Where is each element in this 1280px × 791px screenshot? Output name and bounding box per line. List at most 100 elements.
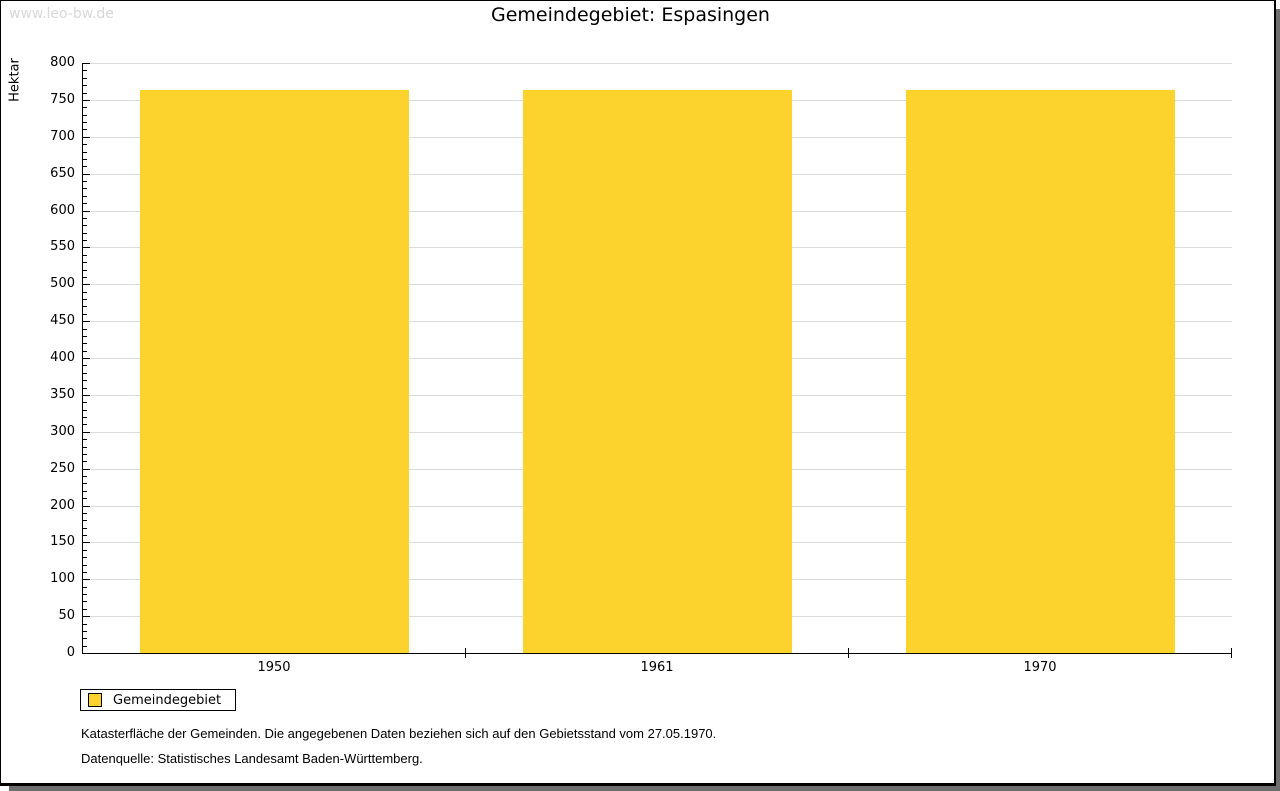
y-axis-major-tick <box>83 358 90 359</box>
y-tick-label: 750 <box>50 92 75 107</box>
y-axis-major-tick <box>83 542 90 543</box>
y-axis-minor-tick <box>83 454 87 455</box>
y-tick-label: 100 <box>50 571 75 586</box>
y-axis-minor-tick <box>83 601 87 602</box>
y-axis-minor-tick <box>83 343 87 344</box>
y-axis-minor-tick <box>83 520 87 521</box>
y-axis-major-tick <box>83 211 90 212</box>
x-tick-label: 1950 <box>257 660 291 675</box>
y-axis-minor-tick <box>83 535 87 536</box>
y-axis-minor-tick <box>83 572 87 573</box>
y-axis-minor-tick <box>83 424 87 425</box>
drop-shadow-bottom <box>9 786 1276 791</box>
y-axis-minor-tick <box>83 277 87 278</box>
x-axis-tick <box>465 648 466 658</box>
y-axis-minor-tick <box>83 638 87 639</box>
y-axis-minor-tick <box>83 129 87 130</box>
y-axis-minor-tick <box>83 439 87 440</box>
y-axis-minor-tick <box>83 166 87 167</box>
y-axis-minor-tick <box>83 513 87 514</box>
y-axis-major-tick <box>83 395 90 396</box>
y-axis-minor-tick <box>83 550 87 551</box>
y-axis-major-tick <box>83 174 90 175</box>
y-tick-label: 650 <box>50 166 75 181</box>
y-axis-minor-tick <box>83 292 87 293</box>
y-axis-minor-tick <box>83 159 87 160</box>
y-axis-minor-tick <box>83 107 87 108</box>
y-axis-minor-tick <box>83 181 87 182</box>
y-axis-minor-tick <box>83 314 87 315</box>
y-axis-minor-tick <box>83 631 87 632</box>
y-axis-minor-tick <box>83 594 87 595</box>
y-axis-minor-tick <box>83 557 87 558</box>
y-axis-minor-tick <box>83 461 87 462</box>
y-tick-label: 400 <box>50 350 75 365</box>
y-axis-minor-tick <box>83 78 87 79</box>
footnote-data-source: Datenquelle: Statistisches Landesamt Bad… <box>81 751 423 766</box>
y-axis-major-tick <box>83 469 90 470</box>
y-tick-label: 500 <box>50 276 75 291</box>
bar-1950 <box>140 90 409 653</box>
y-tick-label: 800 <box>50 55 75 70</box>
y-axis-minor-tick <box>83 93 87 94</box>
y-axis-minor-tick <box>83 306 87 307</box>
y-axis-minor-tick <box>83 417 87 418</box>
y-axis-minor-tick <box>83 203 87 204</box>
y-tick-label: 150 <box>50 534 75 549</box>
y-axis-minor-tick <box>83 115 87 116</box>
gridline-800 <box>83 63 1232 64</box>
bar-1961 <box>523 90 792 653</box>
y-tick-label: 550 <box>50 239 75 254</box>
y-axis-minor-tick <box>83 587 87 588</box>
y-tick-label: 700 <box>50 129 75 144</box>
y-axis-minor-tick <box>83 498 87 499</box>
y-axis-minor-tick <box>83 609 87 610</box>
y-axis-minor-tick <box>83 410 87 411</box>
y-axis-minor-tick <box>83 336 87 337</box>
y-tick-label: 0 <box>66 645 75 660</box>
y-axis-minor-tick <box>83 240 87 241</box>
legend-label: Gemeindegebiet <box>113 692 222 708</box>
y-axis-minor-tick <box>83 262 87 263</box>
y-axis-minor-tick <box>83 402 87 403</box>
y-axis-major-tick <box>83 137 90 138</box>
plot-area <box>82 63 1232 658</box>
y-axis-minor-tick <box>83 476 87 477</box>
y-axis-major-tick <box>83 506 90 507</box>
y-axis-minor-tick <box>83 447 87 448</box>
x-tick-label: 1970 <box>1023 660 1057 675</box>
y-axis-minor-tick <box>83 188 87 189</box>
y-axis-minor-tick <box>83 624 87 625</box>
y-axis-minor-tick <box>83 528 87 529</box>
y-axis-major-tick <box>83 100 90 101</box>
y-tick-label: 300 <box>50 424 75 439</box>
y-axis-major-tick <box>83 63 90 64</box>
y-axis-minor-tick <box>83 329 87 330</box>
y-axis-minor-tick <box>83 646 87 647</box>
y-axis-minor-tick <box>83 218 87 219</box>
y-tick-label: 600 <box>50 203 75 218</box>
y-axis-minor-tick <box>83 373 87 374</box>
y-axis-minor-tick <box>83 233 87 234</box>
y-axis-minor-tick <box>83 255 87 256</box>
x-axis-tick <box>848 648 849 658</box>
y-axis-minor-tick <box>83 122 87 123</box>
y-tick-label: 50 <box>58 608 75 623</box>
y-tick-label: 250 <box>50 461 75 476</box>
y-axis-minor-tick <box>83 351 87 352</box>
y-axis-major-tick <box>83 321 90 322</box>
y-axis-minor-tick <box>83 388 87 389</box>
y-axis-title: Hektar <box>7 58 23 102</box>
y-axis-minor-tick <box>83 565 87 566</box>
y-axis-minor-tick <box>83 152 87 153</box>
y-axis-major-tick <box>83 653 90 654</box>
legend: Gemeindegebiet <box>80 689 237 711</box>
y-axis-major-tick <box>83 247 90 248</box>
watermark: www.leo-bw.de <box>9 6 114 22</box>
y-axis-minor-tick <box>83 270 87 271</box>
y-tick-label: 200 <box>50 498 75 513</box>
y-axis-minor-tick <box>83 196 87 197</box>
y-axis-major-tick <box>83 579 90 580</box>
